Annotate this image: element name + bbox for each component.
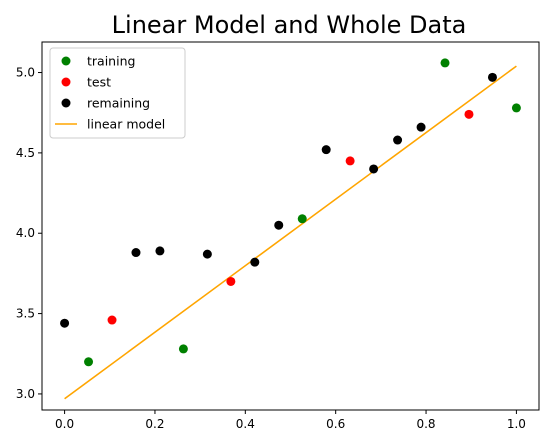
legend-label: test	[87, 75, 111, 90]
data-point-remaining	[487, 72, 497, 82]
data-point-remaining	[60, 318, 70, 328]
plot-area: 0.0 0.2 0.4 0.6 0.8 1.0 3.0 3.5 4.0 4.5 5.0	[16, 41, 540, 431]
legend-label: linear model	[87, 117, 165, 132]
x-tick-label: 0.4	[236, 417, 255, 431]
data-point-remaining	[202, 249, 212, 259]
x-tick-label: 0.8	[416, 417, 435, 431]
y-tick-label: 3.0	[16, 387, 35, 401]
data-point-remaining	[416, 122, 426, 132]
data-point-training	[440, 58, 450, 68]
data-point-remaining	[250, 257, 260, 267]
y-tick-label: 4.0	[16, 226, 35, 240]
x-tick-label: 0.2	[145, 417, 164, 431]
data-point-training	[178, 344, 188, 354]
legend-box	[49, 47, 186, 139]
data-point-remaining	[321, 145, 331, 155]
series-line-linear-model	[64, 65, 517, 400]
legend: training test remaining linear model	[49, 47, 186, 139]
legend-marker	[61, 56, 71, 66]
x-tick-label: 0.0	[55, 417, 74, 431]
y-tick-label: 3.5	[16, 307, 35, 321]
y-tick-label: 4.5	[16, 146, 35, 160]
legend-marker	[61, 98, 71, 108]
y-tick-label: 5.0	[16, 66, 35, 80]
data-point-remaining	[369, 164, 379, 174]
data-point-test	[226, 276, 236, 286]
axes-frame	[41, 41, 540, 411]
x-tick-label: 1.0	[507, 417, 526, 431]
legend-marker	[61, 77, 71, 87]
legend-label: training	[87, 54, 135, 69]
x-tick-label: 0.6	[326, 417, 345, 431]
legend-label: remaining	[87, 96, 150, 111]
data-point-remaining	[393, 135, 403, 145]
chart-title: Linear Model and Whole Data	[112, 11, 467, 39]
data-point-test	[345, 156, 355, 166]
data-point-remaining	[155, 246, 165, 256]
data-point-test	[107, 315, 117, 325]
data-point-training	[511, 103, 521, 113]
data-point-remaining	[131, 248, 141, 258]
data-point-test	[464, 109, 474, 119]
data-point-training	[84, 357, 94, 367]
data-point-remaining	[274, 220, 284, 230]
data-point-training	[297, 214, 307, 224]
